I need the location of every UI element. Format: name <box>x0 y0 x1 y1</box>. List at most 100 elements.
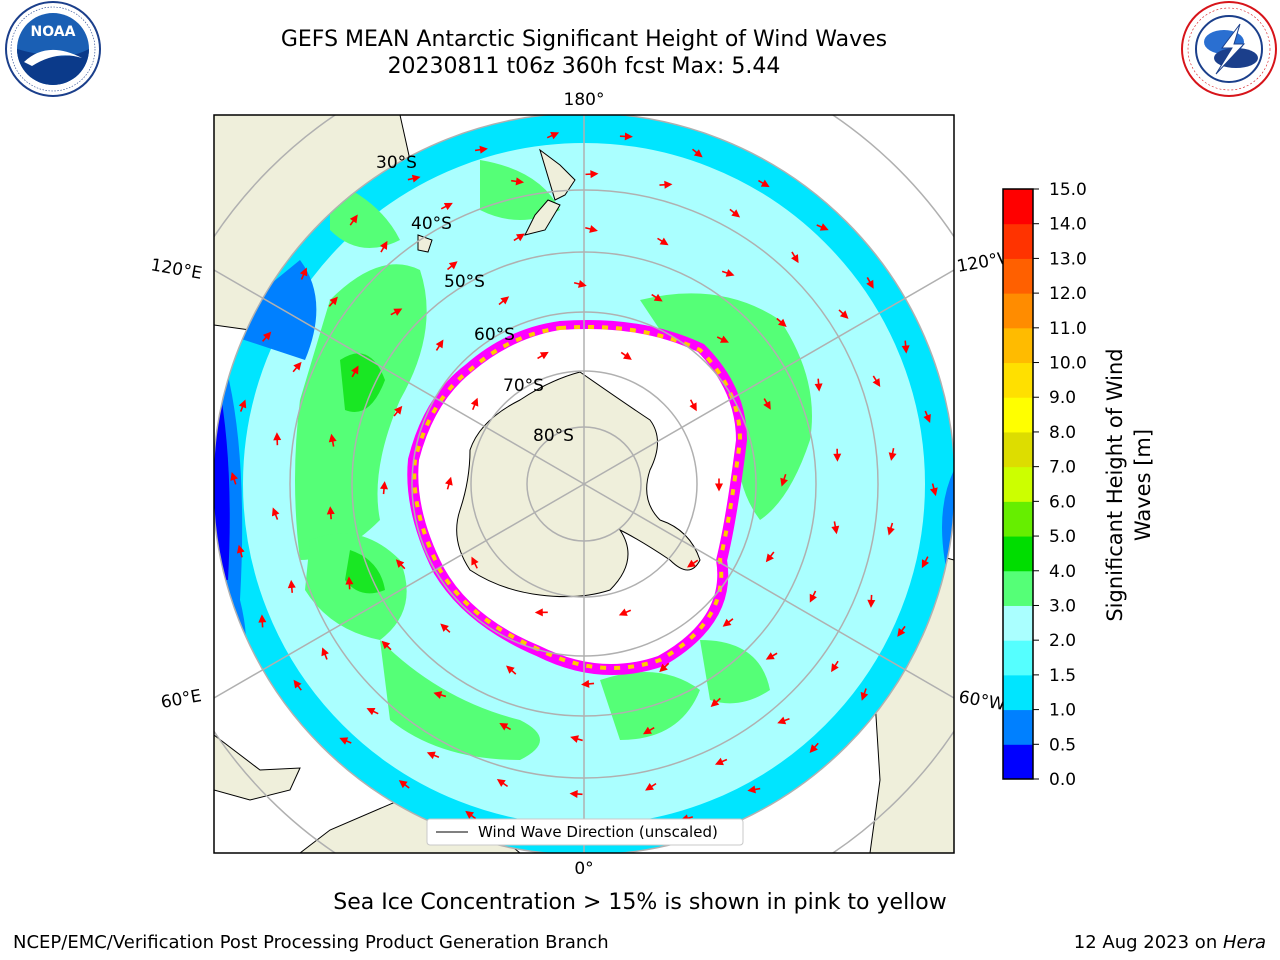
wave-arrow-head <box>715 483 723 492</box>
colorbar-bin <box>1003 536 1033 572</box>
lat-label-30s: 30°S <box>376 153 417 173</box>
colorbar-bin <box>1003 397 1033 433</box>
colorbar-bin <box>1003 605 1033 641</box>
wind-wave-arrows <box>230 131 938 837</box>
wave-arrow-head <box>693 149 703 158</box>
footer-date: 12 Aug 2023 on Hera <box>1074 932 1266 953</box>
colorbar-tick-label: 15.0 <box>1049 180 1087 200</box>
wave-arrow-head <box>731 209 741 218</box>
colorbar-tick-label: 13.0 <box>1049 249 1087 269</box>
wave-arrow-head <box>262 331 272 341</box>
wave-arrow-head <box>659 663 668 673</box>
wave-arrow-head <box>722 618 732 627</box>
colorbar-bin <box>1003 431 1033 468</box>
wave-arrow-head <box>624 132 633 141</box>
wave-arrow-head <box>393 308 403 316</box>
graticule <box>214 115 954 853</box>
svg-text:NOAA: NOAA <box>31 24 76 40</box>
wave-arrow-head <box>394 405 403 415</box>
wave-arrow-head <box>725 269 735 277</box>
colorbar-tick-label: 10.0 <box>1049 354 1087 374</box>
wave-arrow-head <box>590 170 599 179</box>
wave-arrow-head <box>747 785 756 794</box>
colorbar-tick-label: 0.0 <box>1049 770 1076 790</box>
colorbar-bin <box>1003 709 1033 745</box>
wave-arrow-head <box>293 361 302 371</box>
lat-label-80s: 80°S <box>533 426 574 446</box>
wave-arrow-head <box>329 296 338 306</box>
lat-label-50s: 50°S <box>444 272 485 292</box>
wave-arrow-head <box>271 507 280 517</box>
wave-arrow-head <box>448 261 458 270</box>
wave-arrow-head <box>465 810 475 819</box>
colorbar-tick-label: 9.0 <box>1049 388 1076 408</box>
wave-arrow-head <box>809 593 817 603</box>
wave-arrow-head <box>321 647 329 657</box>
wave-arrow-head <box>534 608 543 617</box>
footer-host: Hera <box>1222 932 1266 953</box>
wave-arrow-head <box>328 433 337 443</box>
wave-arrow-head <box>433 691 443 699</box>
colorbar-frame <box>1002 188 1034 780</box>
wave-arrow-head <box>470 397 479 407</box>
wave-arrow-head <box>496 778 506 787</box>
wave-arrow-head <box>299 267 308 277</box>
wave-arrow-head <box>293 679 302 689</box>
wave-arrow-head <box>653 293 663 302</box>
colorbar-tick-label: 6.0 <box>1049 492 1076 512</box>
wave-arrow-head <box>887 526 895 536</box>
wave-arrow-head <box>550 131 560 140</box>
lat-label-40s: 40°S <box>411 214 452 234</box>
wave-arrow-head <box>921 559 930 569</box>
map-frame <box>213 114 955 854</box>
wave-arrow-head <box>618 608 628 616</box>
wave-arrow-head <box>714 757 724 766</box>
wave-arrow-head <box>833 453 842 462</box>
colorbar-bin <box>1003 674 1033 711</box>
wave-arrow-head <box>760 179 770 188</box>
noaa-logo: NOAA <box>5 1 101 97</box>
wave-arrow-head <box>929 487 938 497</box>
colorbar-tick-label: 14.0 <box>1049 215 1087 235</box>
colorbar-bin <box>1003 501 1033 537</box>
colorbar-tick-label: 1.5 <box>1049 666 1076 686</box>
wave-arrow-head <box>872 378 881 387</box>
lat-label-70s: 70°S <box>503 376 544 396</box>
wave-arrow-head <box>777 716 787 725</box>
colorbar-tick-label: 5.0 <box>1049 527 1076 547</box>
wave-arrow-head <box>366 707 376 716</box>
chart-title: GEFS MEAN Antarctic Significant Height o… <box>280 27 888 52</box>
colorbar-tick-label: 12.0 <box>1049 284 1087 304</box>
legend-label: Wind Wave Direction (unscaled) <box>478 823 718 841</box>
wave-arrow-head <box>888 452 897 461</box>
wave-arrow-head <box>435 339 444 349</box>
wave-arrow-head <box>345 576 354 585</box>
lon-label-120e: 120°E <box>149 255 203 284</box>
colorbar-bin <box>1003 223 1033 259</box>
wave-arrow-head <box>471 556 479 566</box>
colorbar-bin <box>1003 466 1033 502</box>
wave-arrow-head <box>765 553 774 563</box>
wave-arrow-head <box>763 400 771 410</box>
wave-arrow-head <box>500 296 510 305</box>
wave-arrow-head <box>287 579 296 589</box>
wave-arrow-head <box>569 789 578 798</box>
colorbar-tick-label: 1.0 <box>1049 701 1076 721</box>
wave-arrow-head <box>831 525 840 535</box>
wave-arrow-head <box>479 145 488 154</box>
wave-arrow-head <box>659 237 669 246</box>
wave-arrow-head <box>349 214 358 224</box>
wave-arrow-head <box>867 599 876 608</box>
colorbar-bin <box>1003 744 1033 780</box>
colorbar-bin <box>1003 258 1033 294</box>
wave-arrow-head <box>506 665 515 674</box>
wave-arrow-head <box>515 177 525 186</box>
wave-arrow-head <box>623 352 632 360</box>
wave-arrow-head <box>839 310 849 319</box>
colorbar-bin <box>1003 189 1033 225</box>
wave-arrow-head <box>866 279 874 289</box>
colorbar-bin <box>1003 362 1033 398</box>
colorbar-tick-label: 4.0 <box>1049 562 1076 582</box>
wave-arrow-head <box>381 640 391 650</box>
wave-arrow-head <box>398 780 408 789</box>
